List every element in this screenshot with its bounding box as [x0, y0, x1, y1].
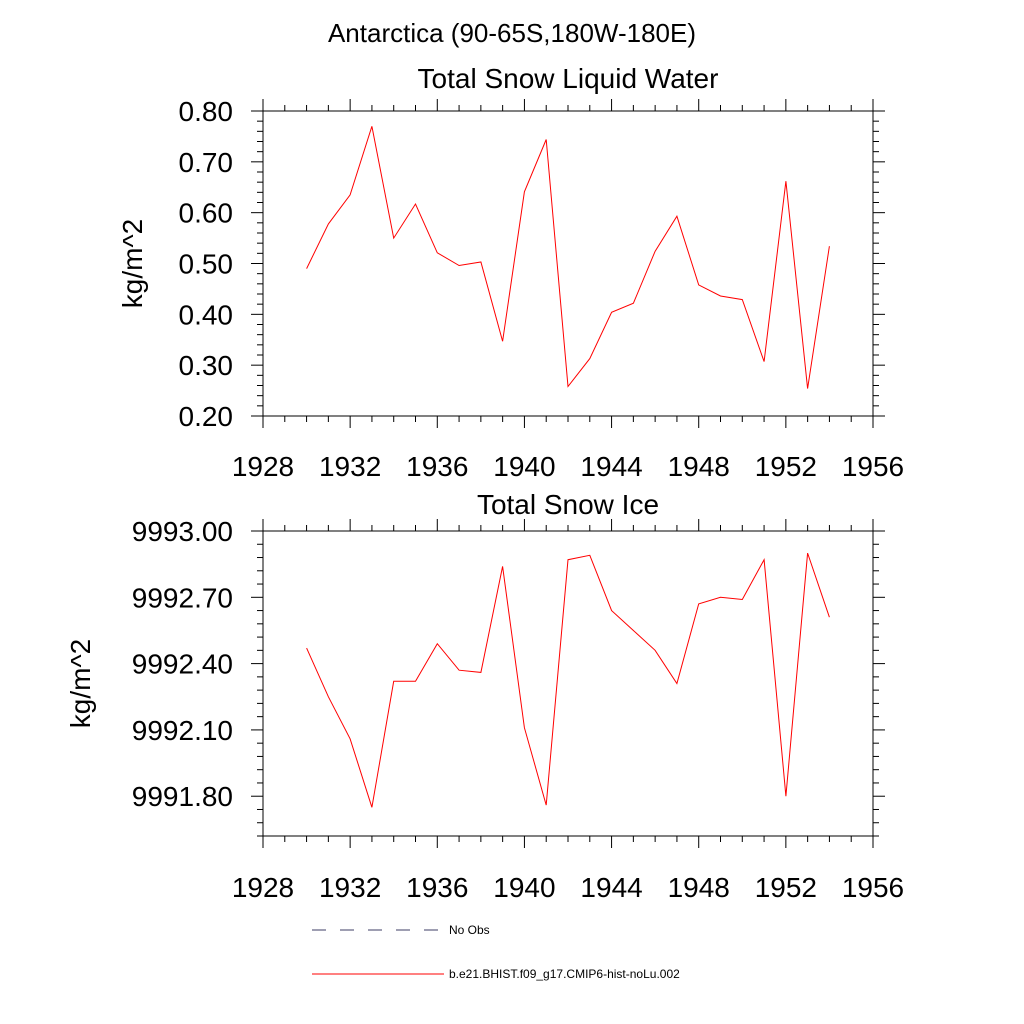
x-tick-label: 1928 — [232, 872, 294, 903]
x-tick-label: 1944 — [580, 872, 642, 903]
x-tick-label: 1928 — [232, 451, 294, 482]
chart-panel-liquid-water: Total Snow Liquid Water kg/m^2 1928 1932 193… — [117, 63, 904, 482]
y-tick-label: 0.60 — [179, 198, 234, 229]
chart-panel-snow-ice: Total Snow Ice kg/m^2 1928 1932 1936 1940 1944… — [65, 489, 904, 903]
x-tick-label: 1948 — [668, 451, 730, 482]
x-tick-label: 1948 — [668, 872, 730, 903]
x-tick-label: 1940 — [493, 451, 555, 482]
x-tick-label: 1944 — [580, 451, 642, 482]
y-tick-label: 0.80 — [179, 96, 234, 127]
x-tick-label: 1956 — [842, 451, 904, 482]
y-tick-label: 9991.80 — [132, 781, 233, 812]
y-tick-label: 0.30 — [179, 350, 234, 381]
y-tick-label: 0.70 — [179, 147, 234, 178]
legend-label-no-obs: No Obs — [449, 923, 490, 937]
y-tick-label: 9993.00 — [132, 516, 233, 547]
plot-frame — [262, 530, 874, 837]
x-tick-label: 1936 — [406, 872, 468, 903]
series-line — [306, 126, 830, 389]
chart-title: Total Snow Liquid Water — [418, 63, 719, 94]
y-axis-label: kg/m^2 — [117, 219, 148, 308]
x-tick-label: 1932 — [319, 451, 381, 482]
y-tick-label: 9992.10 — [132, 715, 233, 746]
x-tick-label: 1952 — [755, 451, 817, 482]
y-tick-label: 0.40 — [179, 299, 234, 330]
x-tick-label: 1936 — [406, 451, 468, 482]
x-tick-label: 1952 — [755, 872, 817, 903]
y-tick-label: 0.20 — [179, 401, 234, 432]
x-tick-label: 1932 — [319, 872, 381, 903]
series-line — [306, 552, 830, 808]
y-tick-label: 0.50 — [179, 249, 234, 280]
y-tick-label: 9992.70 — [132, 582, 233, 613]
legend-label-model: b.e21.BHIST.f09_g17.CMIP6-hist-noLu.002 — [449, 967, 680, 981]
y-axis-label: kg/m^2 — [65, 639, 96, 728]
legend: No Obs b.e21.BHIST.f09_g17.CMIP6-hist-no… — [312, 923, 680, 981]
x-tick-label: 1956 — [842, 872, 904, 903]
plot-frame — [262, 110, 874, 417]
x-tick-label: 1940 — [493, 872, 555, 903]
chart-title: Total Snow Ice — [477, 489, 659, 520]
page-title: Antarctica (90-65S,180W-180E) — [328, 18, 696, 48]
y-tick-label: 9992.40 — [132, 649, 233, 680]
